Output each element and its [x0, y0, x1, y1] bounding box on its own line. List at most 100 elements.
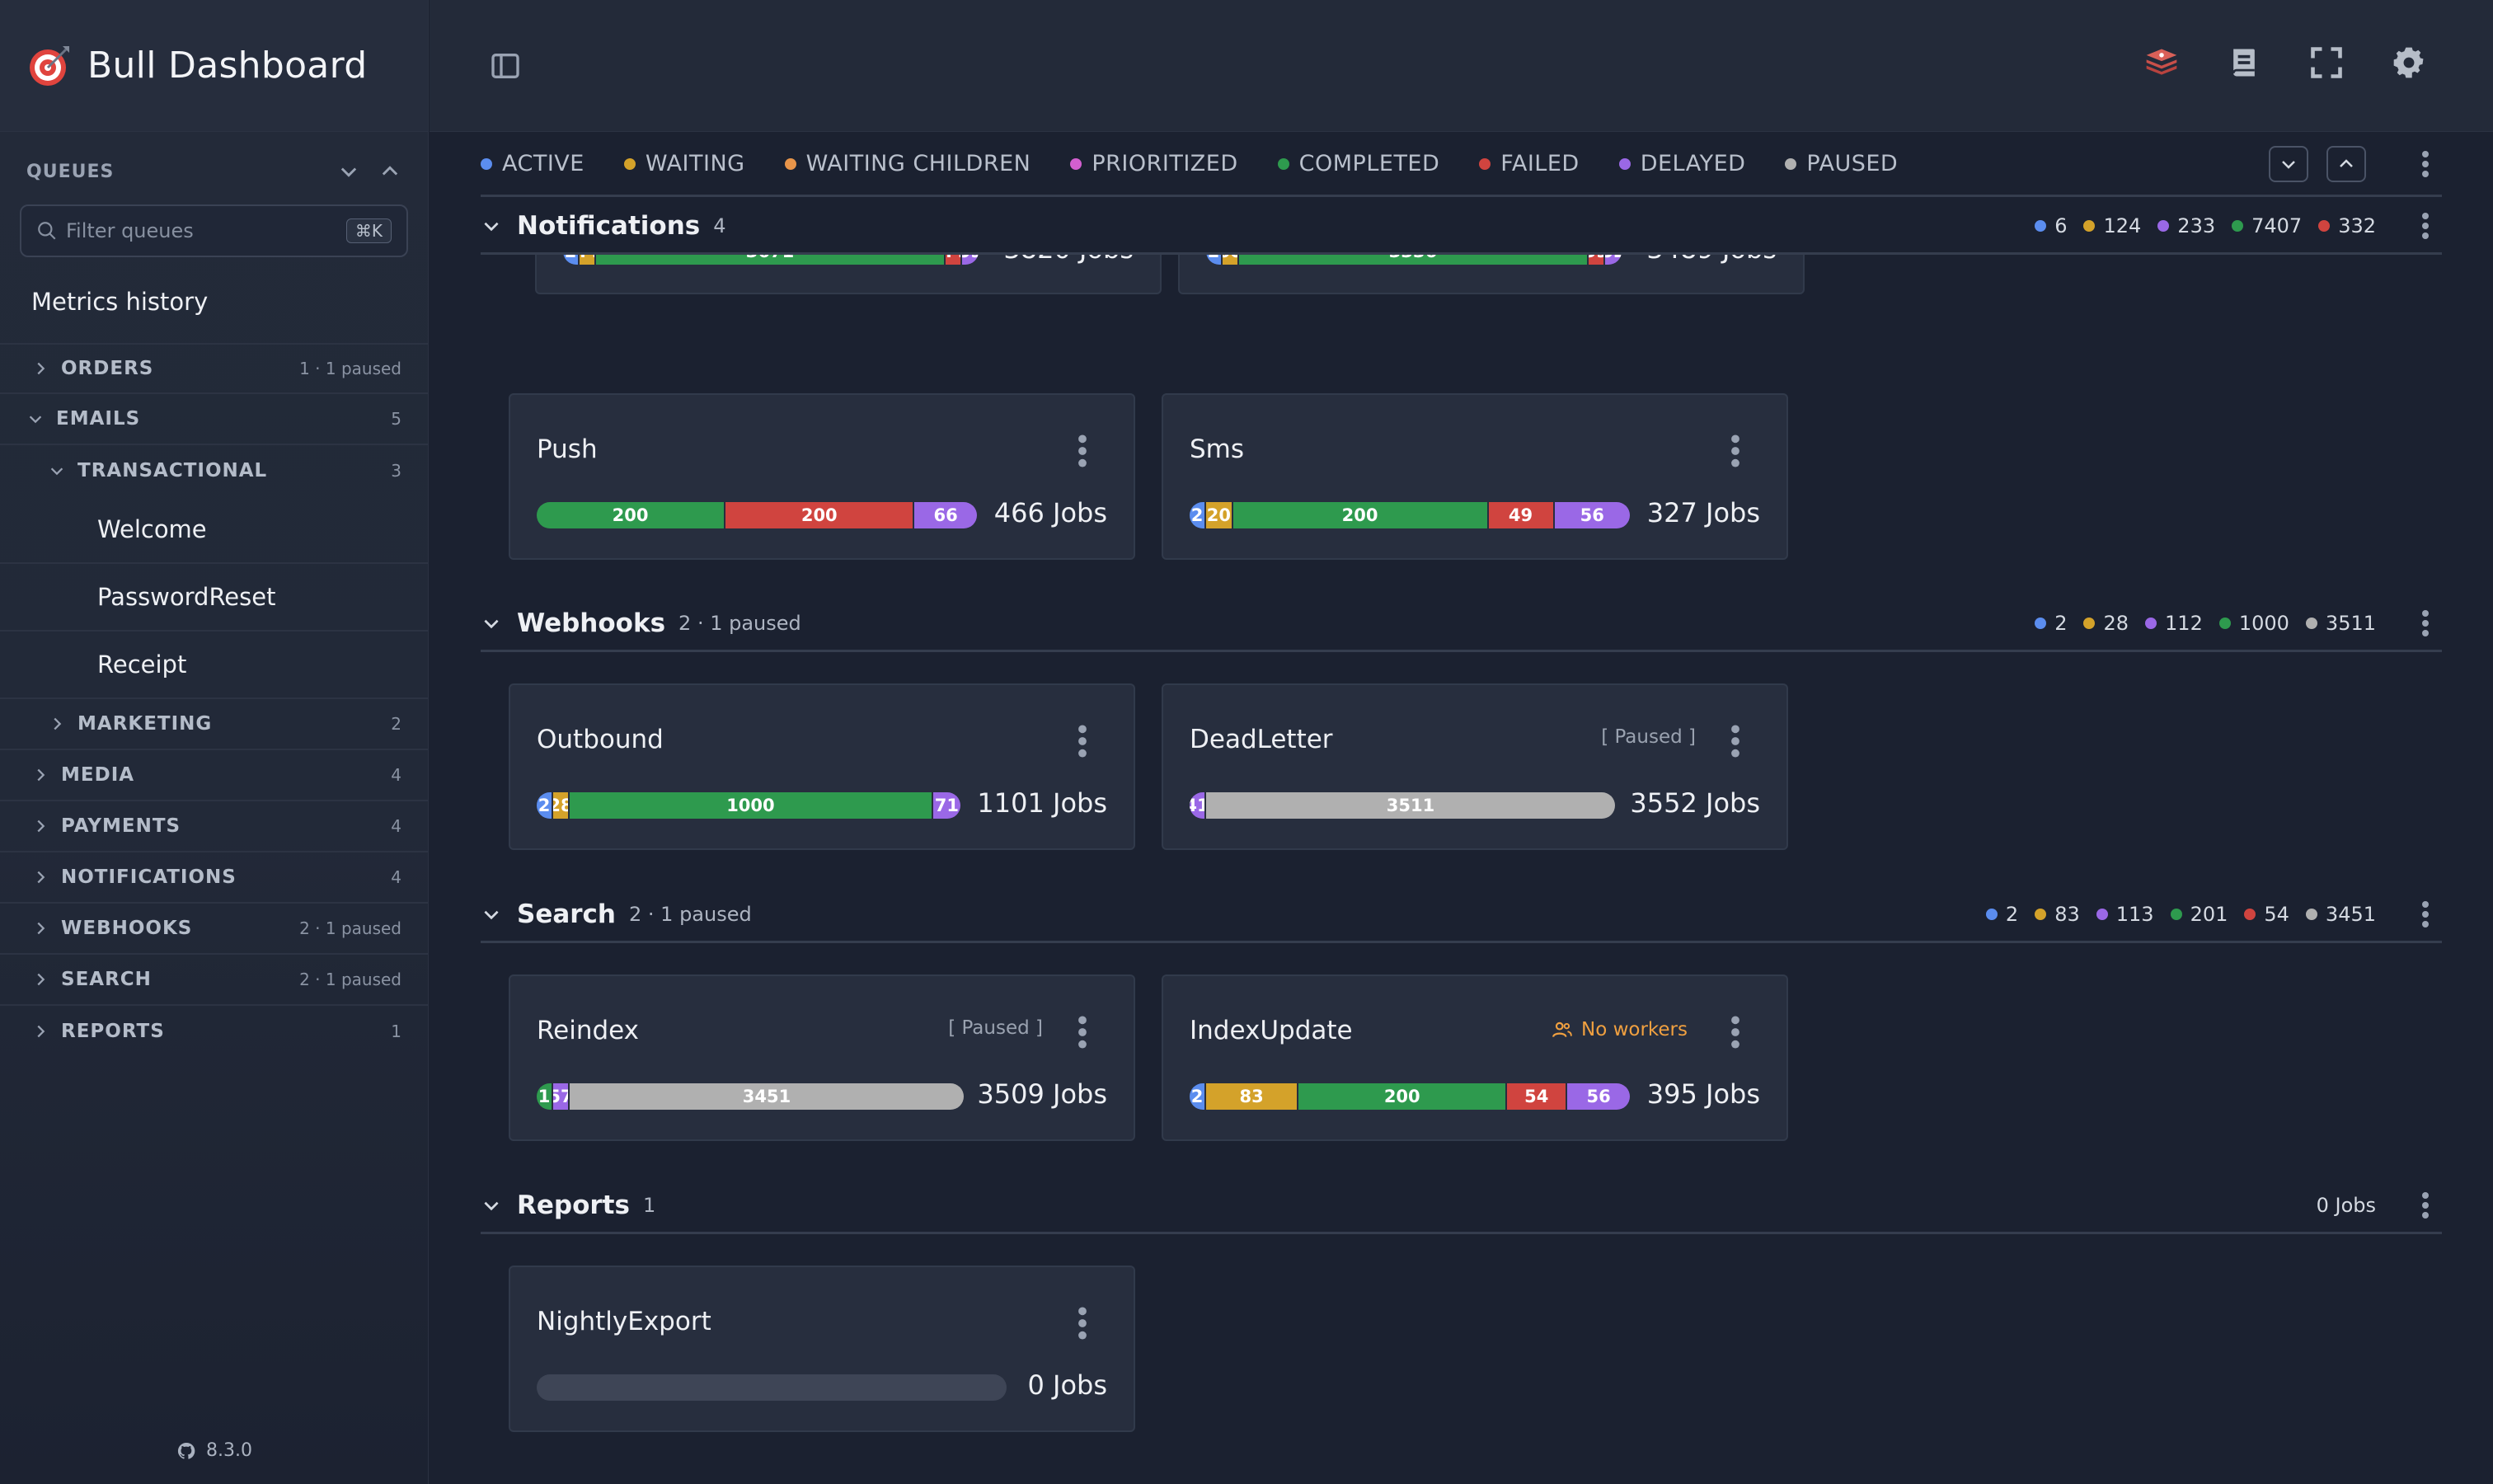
bar-segment-failed[interactable]: 200: [725, 502, 915, 528]
bar-segment-completed[interactable]: 1: [537, 1083, 553, 1110]
bar-segment-failed[interactable]: 54: [1507, 1083, 1568, 1110]
queue-card-reindex[interactable]: Reindex [ Paused ] 1573451 3509 Jobs: [509, 974, 1135, 1141]
status-filter-delayed[interactable]: DELAYED: [1618, 151, 1746, 176]
status-filter-prioritized[interactable]: PRIORITIZED: [1070, 151, 1237, 176]
version-footer[interactable]: 8.3.0: [0, 1440, 429, 1461]
chevron-right-icon: [37, 362, 45, 375]
app-title: Bull Dashboard: [87, 45, 368, 87]
chevron-right-icon: [37, 973, 45, 986]
failed-dot-icon: [2244, 908, 2256, 920]
status-filter-waiting[interactable]: WAITING: [623, 151, 745, 176]
chevron-right-icon: [37, 1025, 45, 1038]
sidebar-item-receipt[interactable]: Receipt: [0, 632, 428, 699]
sidebar-item-reports[interactable]: REPORTS 1: [0, 1006, 428, 1057]
collapse-all-chevron-up-icon[interactable]: [378, 160, 401, 183]
sidebar-item-welcome[interactable]: Welcome: [0, 496, 428, 564]
bar-segment-active[interactable]: 2: [1190, 502, 1206, 528]
bar-segment-completed[interactable]: 200: [1232, 502, 1489, 528]
status-filter-failed[interactable]: FAILED: [1479, 151, 1579, 176]
bar-segment-delayed[interactable]: 56: [1567, 1083, 1630, 1110]
sidebar-item-webhooks[interactable]: WEBHOOKS 2 · 1 paused: [0, 904, 428, 955]
group-header-notifications[interactable]: Notifications 4 6 124 233 7407 332: [481, 199, 2442, 255]
queue-name: Push: [537, 434, 598, 464]
sidebar-item-orders[interactable]: ORDERS 1 · 1 paused: [0, 343, 428, 394]
top-bar: [430, 0, 2493, 132]
sidebar-item-media[interactable]: MEDIA 4: [0, 750, 428, 801]
queues-heading: QUEUES: [26, 161, 115, 182]
queue-card-outbound[interactable]: Outbound 228100071 1101 Jobs: [509, 683, 1135, 850]
sidebar-item-passwordreset[interactable]: PasswordReset: [0, 564, 428, 632]
bar-segment-completed[interactable]: 200: [537, 502, 726, 528]
global-menu-button[interactable]: [2409, 148, 2442, 181]
metrics-history-link[interactable]: Metrics history: [31, 288, 209, 316]
group-header-webhooks[interactable]: Webhooks 2 · 1 paused 2 28 112 1000 3511: [481, 596, 2442, 652]
more-vertical-icon[interactable]: [1074, 723, 1091, 759]
queue-card-sms[interactable]: Sms 2 20 200 49 56 327 Jobs: [1162, 393, 1788, 560]
chevron-right-icon: [37, 819, 45, 833]
more-vertical-icon[interactable]: [1727, 433, 1744, 469]
group-meta: 1: [642, 1193, 656, 1217]
group-menu-button[interactable]: [2409, 898, 2442, 931]
sidebar-item-marketing[interactable]: MARKETING 2: [0, 699, 428, 750]
status-filter-completed[interactable]: COMPLETED: [1277, 151, 1440, 176]
bar-segment-delayed[interactable]: 41: [1190, 792, 1206, 819]
redis-icon[interactable]: [2143, 45, 2180, 81]
sidebar-item-emails[interactable]: EMAILS 5: [0, 394, 428, 445]
group-name: Notifications: [517, 210, 701, 241]
chevron-down-icon: [484, 222, 499, 231]
bar-segment-active[interactable]: 2: [1190, 1083, 1206, 1110]
expand-all-chevron-down-icon[interactable]: [337, 160, 360, 183]
settings-gear-icon[interactable]: [2391, 45, 2427, 81]
more-vertical-icon[interactable]: [1727, 1014, 1744, 1050]
bar-segment-paused[interactable]: 3511: [1206, 792, 1615, 819]
group-header-search[interactable]: Search 2 · 1 paused 2 83 113 201 54 3451: [481, 887, 2442, 943]
queue-card-deadletter[interactable]: DeadLetter [ Paused ] 413511 3552 Jobs: [1162, 683, 1788, 850]
bar-segment-waiting[interactable]: 28: [553, 792, 570, 819]
expand-all-button[interactable]: [2269, 145, 2308, 182]
job-count: 3552 Jobs: [1630, 787, 1760, 819]
status-filter-bar: ACTIVE WAITING WAITING CHILDREN PRIORITI…: [481, 133, 2442, 197]
bar-segment-delayed[interactable]: 56: [1554, 502, 1630, 528]
queue-card-indexupdate[interactable]: IndexUpdate No workers 2 83 200 54 56 395 Jo…: [1162, 974, 1788, 1141]
bar-segment-waiting[interactable]: 20: [1206, 502, 1233, 528]
bar-segment-delayed[interactable]: 57: [553, 1083, 570, 1110]
job-status-bar: 413511: [1190, 792, 1615, 819]
sidebar-item-notifications[interactable]: NOTIFICATIONS 4: [0, 852, 428, 904]
group-menu-button[interactable]: [2409, 1189, 2442, 1222]
group-menu-button[interactable]: [2409, 607, 2442, 640]
bar-segment-delayed[interactable]: 71: [932, 792, 960, 819]
status-filter-waiting-children[interactable]: WAITING CHILDREN: [784, 151, 1031, 176]
queue-card-push[interactable]: Push 200 200 66 466 Jobs: [509, 393, 1135, 560]
more-vertical-icon[interactable]: [1074, 1305, 1091, 1341]
documentation-book-icon[interactable]: [2226, 45, 2262, 81]
job-count: 3509 Jobs: [977, 1078, 1107, 1110]
more-vertical-icon[interactable]: [1727, 723, 1744, 759]
status-filter-paused[interactable]: PAUSED: [1785, 151, 1898, 176]
no-workers-warning: No workers: [1552, 1019, 1688, 1040]
fullscreen-icon[interactable]: [2308, 45, 2345, 81]
more-vertical-icon[interactable]: [1074, 433, 1091, 469]
filter-queues-input[interactable]: [66, 219, 346, 242]
bar-segment-completed[interactable]: 1000: [570, 792, 933, 819]
group-menu-button[interactable]: [2409, 209, 2442, 242]
chevron-down-icon: [484, 619, 499, 628]
collapse-all-button[interactable]: [2326, 145, 2366, 182]
sidebar-item-search[interactable]: SEARCH 2 · 1 paused: [0, 955, 428, 1006]
bar-segment-failed[interactable]: 49: [1488, 502, 1555, 528]
completed-dot-icon: [2218, 617, 2231, 629]
sidebar-item-transactional[interactable]: TRANSACTIONAL 3: [0, 445, 428, 496]
bar-segment-active[interactable]: 2: [537, 792, 553, 819]
status-filter-active[interactable]: ACTIVE: [481, 151, 585, 176]
bar-segment-completed[interactable]: 200: [1298, 1083, 1508, 1110]
sidebar-item-payments[interactable]: PAYMENTS 4: [0, 801, 428, 852]
queue-card-nightlyexport[interactable]: NightlyExport 0 Jobs: [509, 1266, 1135, 1432]
bar-segment-delayed[interactable]: 66: [914, 502, 977, 528]
paused-tag: [ Paused ]: [948, 1017, 1043, 1039]
sidebar-toggle-icon[interactable]: [489, 49, 522, 82]
bar-segment-waiting[interactable]: 83: [1206, 1083, 1299, 1110]
more-vertical-icon[interactable]: [1074, 1014, 1091, 1050]
waiting-dot-icon: [2083, 219, 2096, 232]
bar-segment-paused[interactable]: 3451: [570, 1083, 964, 1110]
group-header-reports[interactable]: Reports 1 0 Jobs: [481, 1178, 2442, 1234]
more-vertical-icon: [2422, 212, 2429, 239]
